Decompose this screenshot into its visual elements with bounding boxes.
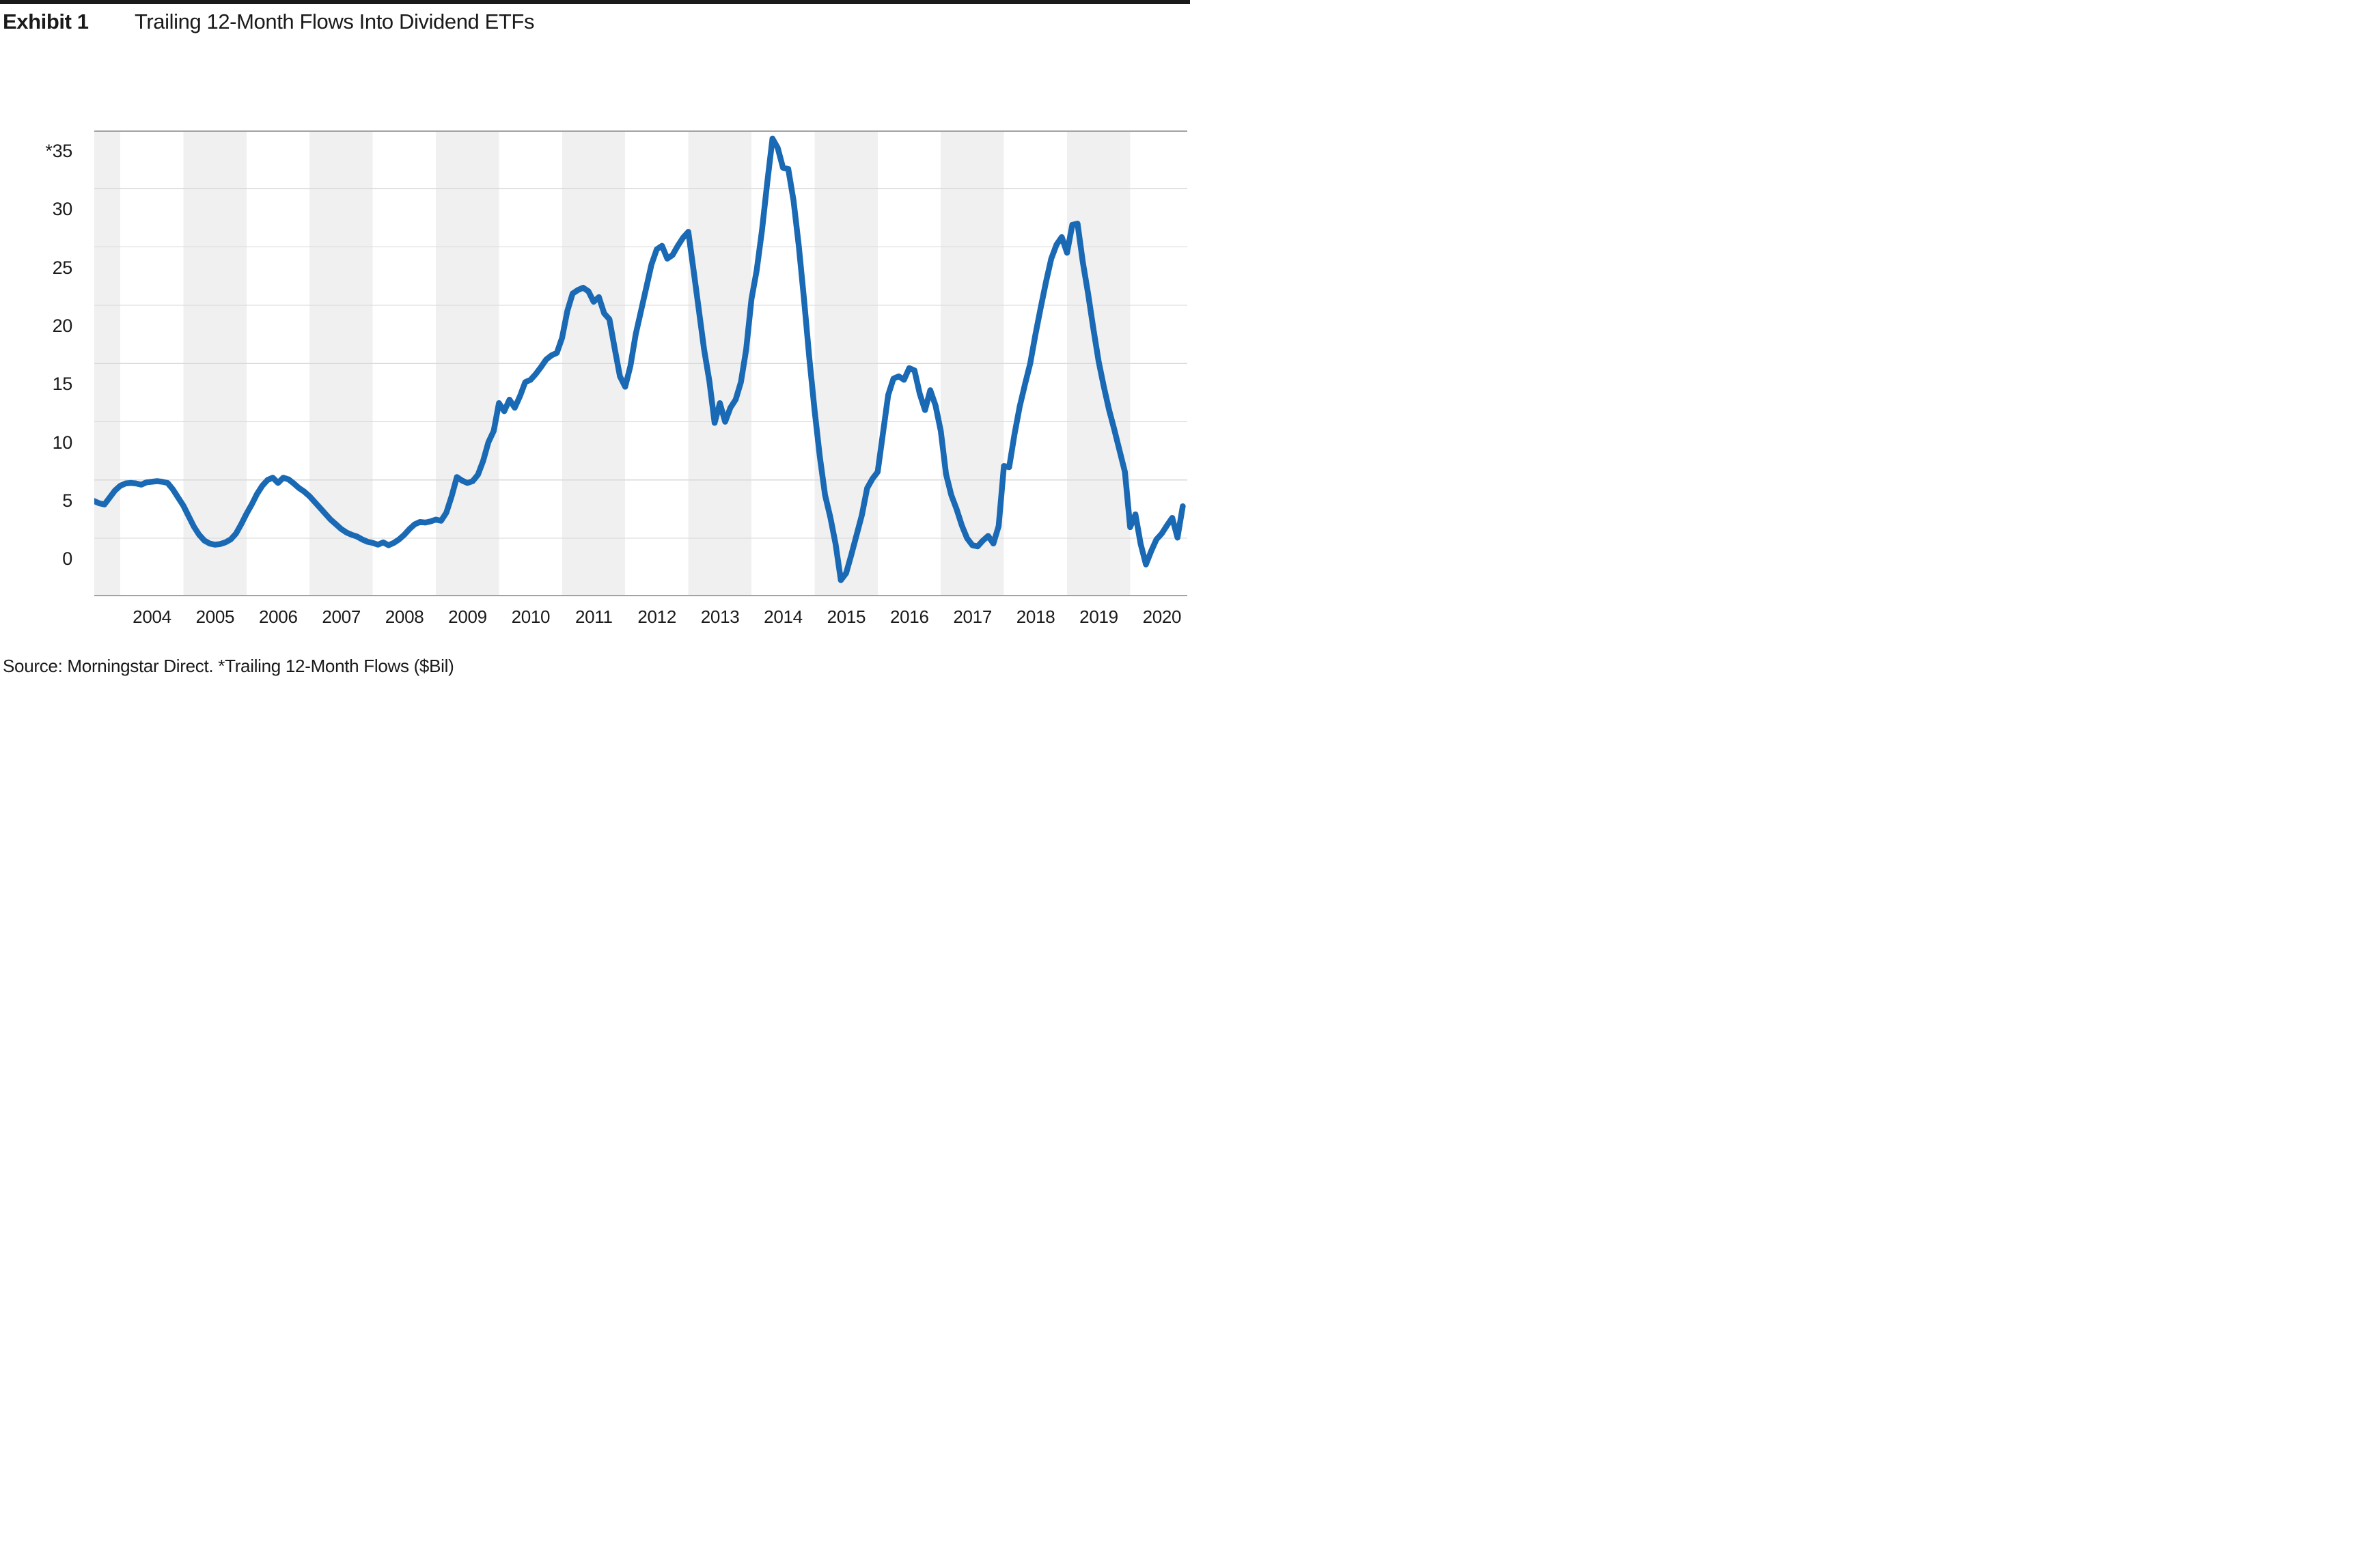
x-axis-label: 2007 (322, 606, 361, 627)
x-axis-label: 2008 (385, 606, 424, 627)
x-axis-label: 2011 (575, 606, 613, 627)
x-axis-label: 2006 (258, 606, 298, 627)
x-axis-label: 2016 (889, 606, 929, 627)
x-axis-label: 2019 (1079, 606, 1118, 627)
x-axis-label: 2009 (448, 606, 487, 627)
y-axis-label: 5 (62, 490, 72, 511)
x-axis-label: 2015 (827, 606, 866, 627)
y-axis-label: 25 (52, 257, 73, 278)
source-note: Source: Morningstar Direct. *Trailing 12… (3, 656, 454, 676)
plot-area (94, 130, 1187, 596)
x-axis-label: 2020 (1142, 606, 1182, 627)
chart-header: Exhibit 1 Trailing 12-Month Flows Into D… (3, 10, 534, 34)
y-axis-label: *35 (45, 141, 72, 161)
exhibit-label: Exhibit 1 (3, 10, 89, 33)
x-axis-label: 2010 (511, 606, 551, 627)
x-axis-label: 2004 (133, 606, 171, 627)
x-axis-label: 2013 (700, 606, 740, 627)
y-axis-label: 15 (52, 374, 73, 395)
x-axis-label: 2014 (764, 606, 803, 627)
flow-line-series (94, 135, 1186, 583)
y-axis-label: 0 (62, 548, 72, 570)
top-accent-bar (0, 0, 1190, 4)
page-title: Trailing 12-Month Flows Into Dividend ET… (135, 10, 535, 33)
x-axis-label: 2005 (195, 606, 235, 627)
y-axis-label: 10 (52, 432, 73, 453)
x-axis-label: 2012 (637, 606, 676, 627)
y-axis-label: 30 (52, 199, 73, 220)
y-axis-label: 20 (52, 315, 73, 336)
page: { "page": { "top_bar_color": "#1a1a1a", … (0, 0, 1190, 774)
x-axis-label: 2018 (1016, 606, 1055, 627)
x-axis-label: 2017 (953, 606, 992, 627)
